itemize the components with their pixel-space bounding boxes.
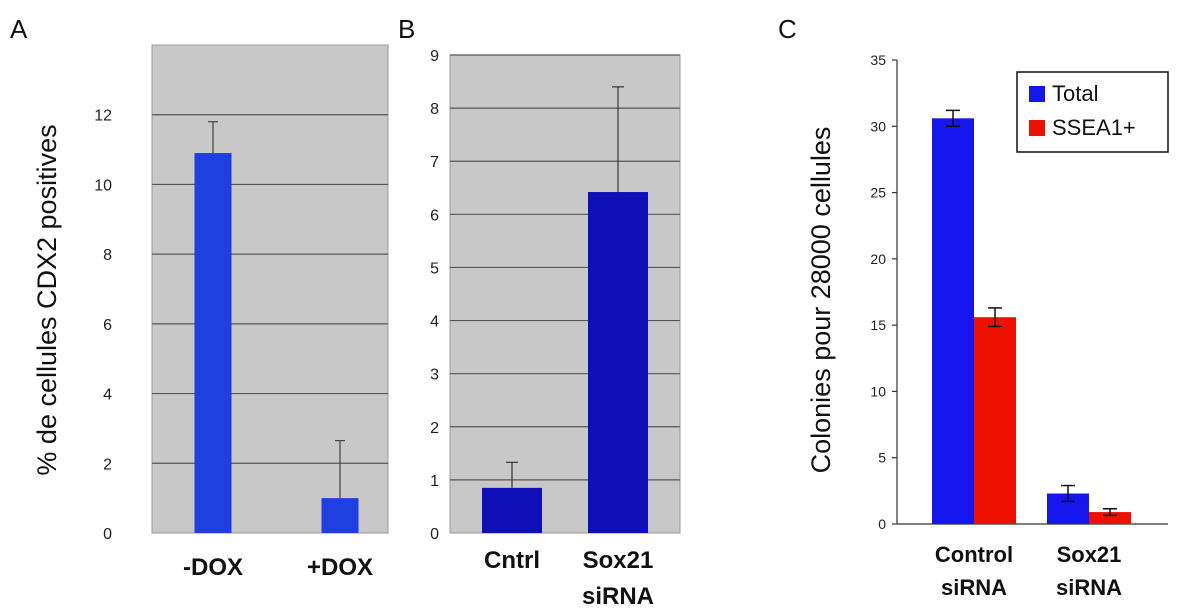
y-tick-label-c: 30 <box>870 118 886 134</box>
y-tick-label-c: 0 <box>878 516 886 532</box>
x-tick-label-b: Cntrl <box>484 547 540 574</box>
legend-swatch <box>1029 86 1045 102</box>
panel-label-c: C <box>778 14 797 44</box>
legend-label: Total <box>1052 81 1098 106</box>
y-tick-label-a: 10 <box>94 177 112 194</box>
x-tick-label-b: Sox21 <box>583 547 654 574</box>
y-tick-label-a: 4 <box>103 387 112 404</box>
bar-c-ssea1-1 <box>974 317 1016 524</box>
y-tick-label-c: 10 <box>870 383 886 399</box>
y-tick-label-c: 15 <box>870 317 886 333</box>
legend-label: SSEA1+ <box>1052 115 1136 140</box>
y-tick-label-b: 0 <box>430 526 439 543</box>
y-tick-label-c: 35 <box>870 52 886 68</box>
y-tick-label-b: 9 <box>430 48 439 65</box>
y-tick-label-a: 8 <box>103 247 112 264</box>
y-axis-label-c: Colonies pour 28000 cellules <box>806 127 836 474</box>
x-tick-label-b: siRNA <box>582 583 654 610</box>
y-tick-label-a: 2 <box>103 456 112 473</box>
y-tick-label-b: 6 <box>430 207 439 224</box>
bar-b-1 <box>482 488 542 533</box>
y-tick-label-a: 0 <box>103 526 112 543</box>
panel-label-a: A <box>10 14 28 44</box>
y-tick-label-b: 5 <box>430 260 439 277</box>
y-tick-label-b: 4 <box>430 314 439 331</box>
y-tick-label-b: 8 <box>430 101 439 118</box>
y-tick-label-a: 12 <box>94 108 112 125</box>
y-tick-label-c: 20 <box>870 251 886 267</box>
x-tick-label-a: -DOX <box>183 554 243 581</box>
y-tick-label-c: 25 <box>870 185 886 201</box>
x-tick-label-c: siRNA <box>941 575 1007 600</box>
x-tick-label-a: +DOX <box>307 554 373 581</box>
legend-swatch <box>1029 120 1045 136</box>
y-tick-label-b: 1 <box>430 473 439 490</box>
y-tick-label-c: 5 <box>878 450 886 466</box>
x-tick-label-c: Sox21 <box>1057 542 1122 567</box>
y-tick-label-b: 2 <box>430 420 439 437</box>
bar-a-2 <box>322 498 359 533</box>
y-tick-label-a: 6 <box>103 317 112 334</box>
y-tick-label-b: 7 <box>430 154 439 171</box>
x-tick-label-c: siRNA <box>1056 575 1122 600</box>
x-tick-label-c: Control <box>935 542 1013 567</box>
plot-area-a <box>152 45 388 533</box>
y-axis-label-a: % de cellules CDX2 positives <box>32 124 62 475</box>
panel-label-b: B <box>398 14 415 44</box>
bar-a-1 <box>195 153 232 533</box>
bar-c-total-1 <box>932 118 974 524</box>
bar-b-2 <box>588 192 648 533</box>
y-tick-label-b: 3 <box>430 367 439 384</box>
